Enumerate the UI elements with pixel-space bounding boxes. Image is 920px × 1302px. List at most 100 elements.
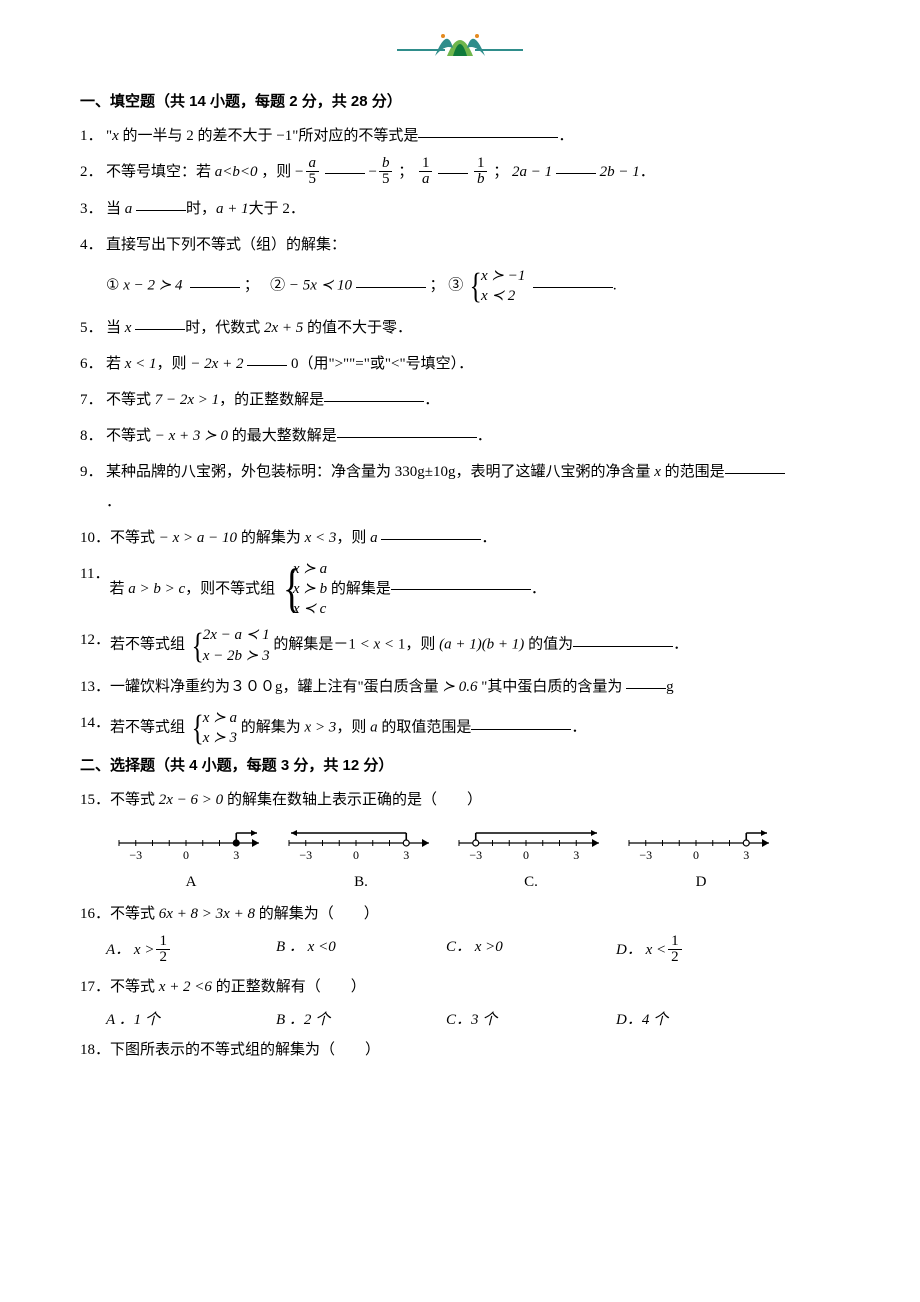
q10-blank xyxy=(381,524,481,540)
q17-choice-c: C．3 个 xyxy=(446,1008,616,1029)
q16-d-frac: 12 xyxy=(668,934,682,965)
q14-post: 的取值范围是 xyxy=(378,720,472,736)
q14-number: 14． xyxy=(80,708,110,749)
q2-f4-top: 1 xyxy=(474,156,488,172)
q13-number: 13． xyxy=(80,672,110,702)
q10-body: 不等式 − x > a − 10 的解集为 x < 3，则 a ． xyxy=(110,523,840,553)
q8-post: 的最大整数解是 xyxy=(228,428,337,444)
q15-label-b: B. xyxy=(276,874,446,891)
q17-choices: A ．1 个 B ．2 个 C．3 个 D．4 个 xyxy=(106,1008,840,1029)
svg-text:3: 3 xyxy=(573,848,579,862)
q2-cond: a<b<0 xyxy=(215,164,258,180)
q6-number: 6． xyxy=(80,349,106,379)
q3-expr: a + 1 xyxy=(216,201,249,217)
q10-pre: 不等式 xyxy=(110,530,159,546)
q11-post: 的解集是 xyxy=(331,580,391,596)
q16-c-label: C． xyxy=(446,939,471,955)
q6-pre: 若 xyxy=(106,356,125,372)
q5-number: 5． xyxy=(80,313,106,343)
q16-c-expr: x >0 xyxy=(475,939,503,955)
q13-text2: "其中蛋白质的含量为 xyxy=(477,679,626,695)
q2-frac2: b5 xyxy=(379,156,393,187)
q14-pre: 若不等式组 xyxy=(110,720,189,736)
question-2: 2． 不等号填空：若 a<b<0 ，则 −a5 −b5 ； 1a 1b ； 2a… xyxy=(80,157,840,188)
q14-var-a: a xyxy=(370,720,378,736)
q2-f2-top: b xyxy=(379,156,393,172)
q2-f3-bot: a xyxy=(419,172,433,187)
q7-number: 7． xyxy=(80,385,106,415)
question-8: 8． 不等式 − x + 3 ≻ 0 的最大整数解是． xyxy=(80,421,840,451)
q1-neg1: −1 xyxy=(276,128,292,144)
q16-d-label: D． xyxy=(616,942,642,958)
q12-mid1: 的解集是－1 xyxy=(273,637,359,653)
q17-pre: 不等式 xyxy=(110,979,159,995)
q16-d-top: 1 xyxy=(668,934,682,950)
q15-body: 不等式 2x − 6 > 0 的解集在数轴上表示正确的是（ ） xyxy=(110,785,840,815)
q11-body: 若 a > b > c，则不等式组 x ≻ a x ≻ b x ≺ c 的解集是… xyxy=(109,559,840,620)
q15-nl-b: −303 xyxy=(276,821,446,872)
q16-choices: A． x >12 B ． x <0 C． x >0 D． x <12 xyxy=(106,935,840,966)
q2-end: ． xyxy=(640,164,655,180)
q7-expr: 7 − 2x > 1 xyxy=(155,392,219,408)
q17-expr: x + 2 <6 xyxy=(159,979,212,995)
q14-mid: 的解集为 xyxy=(241,720,305,736)
q6-body: 若 x < 1，则 − 2x + 2 0（用">""="或"<"号填空）． xyxy=(106,349,840,379)
q12-pre: 若不等式组 xyxy=(110,637,189,653)
q15-nl-a: −303 xyxy=(106,821,276,872)
question-3: 3． 当 a 时，a + 1大于 2． xyxy=(80,194,840,224)
q16-a-frac: 12 xyxy=(156,934,170,965)
q11-blank xyxy=(391,574,531,590)
q17-number: 17． xyxy=(80,972,110,1002)
q15-expr: 2x − 6 > 0 xyxy=(159,792,223,808)
q2-f1-top: a xyxy=(306,156,320,172)
q12-lt1: < x < xyxy=(360,637,394,653)
q14-system: x ≻ a x ≻ 3 xyxy=(189,708,237,749)
q15-label-row: A B. C. D xyxy=(106,874,840,891)
q16-pre: 不等式 xyxy=(110,906,159,922)
question-15: 15． 不等式 2x − 6 > 0 的解集在数轴上表示正确的是（ ） xyxy=(80,785,840,815)
q15-numberline-row: −303 −303 −303 −303 xyxy=(106,821,840,872)
q11-r3: x ≺ c xyxy=(293,599,327,619)
q7-blank xyxy=(324,386,424,402)
q2-frac4: 1b xyxy=(474,156,488,187)
q4-sep1: ； xyxy=(244,278,259,294)
q7-end: ． xyxy=(424,392,439,408)
q14-r2: x ≻ 3 xyxy=(203,728,237,748)
q16-d-pre: x < xyxy=(646,942,667,958)
logo-icon xyxy=(395,26,525,62)
q13-text1: 一罐饮料净重约为３００g，罐上注有"蛋白质含量 xyxy=(110,679,442,695)
q16-choice-b: B ． x <0 xyxy=(276,935,446,966)
q9-text1: 某种品牌的八宝粥，外包装标明：净含量为 330g±10g，表明了这罐八宝粥的净含… xyxy=(106,464,654,480)
section-1-title: 一、填空题（共 14 小题，每题 2 分，共 28 分） xyxy=(80,90,840,111)
q9-blank xyxy=(725,458,785,474)
q2-e2: 2b − 1 xyxy=(600,164,640,180)
q12-end: ． xyxy=(673,637,688,653)
q12-blank xyxy=(573,631,673,647)
q8-number: 8． xyxy=(80,421,106,451)
q17-choice-d: D．4 个 xyxy=(616,1008,786,1029)
q4-end: . xyxy=(613,278,617,294)
q4-c1-label: ① xyxy=(106,278,119,294)
question-18: 18． 下图所表示的不等式组的解集为（ ） xyxy=(80,1035,840,1065)
q3-body: 当 a 时，a + 1大于 2． xyxy=(106,194,840,224)
q3-pre: 当 xyxy=(106,201,125,217)
q8-expr: − x + 3 ≻ 0 xyxy=(155,428,228,444)
svg-text:−3: −3 xyxy=(299,848,312,862)
q5-body: 当 x 时，代数式 2x + 5 的值不大于零． xyxy=(106,313,840,343)
q14-sol: x > 3 xyxy=(305,720,337,736)
q10-expr1: − x > a − 10 xyxy=(159,530,237,546)
q2-blank2 xyxy=(438,158,468,174)
q4-lead: 直接写出下列不等式（组）的解集： xyxy=(106,230,840,260)
q4-subparts: ① x − 2 ≻ 4 ； ② − 5x ≺ 10 ； ③ x ≻ −1 x ≺… xyxy=(106,266,840,307)
q5-post: 的值不大于零． xyxy=(303,320,412,336)
q4-number: 4． xyxy=(80,230,106,260)
q15-label-d: D xyxy=(616,874,786,891)
q11-mid: ，则不等式组 xyxy=(185,580,279,596)
svg-text:−3: −3 xyxy=(469,848,482,862)
q6-post: （用">""="或"<"号填空）． xyxy=(298,356,473,372)
q1-var-x: x xyxy=(112,128,119,144)
q1-blank xyxy=(418,122,558,138)
q3-number: 3． xyxy=(80,194,106,224)
section-2-title: 二、选择题（共 4 小题，每题 3 分，共 12 分） xyxy=(80,754,840,775)
q1-end: ． xyxy=(558,128,573,144)
